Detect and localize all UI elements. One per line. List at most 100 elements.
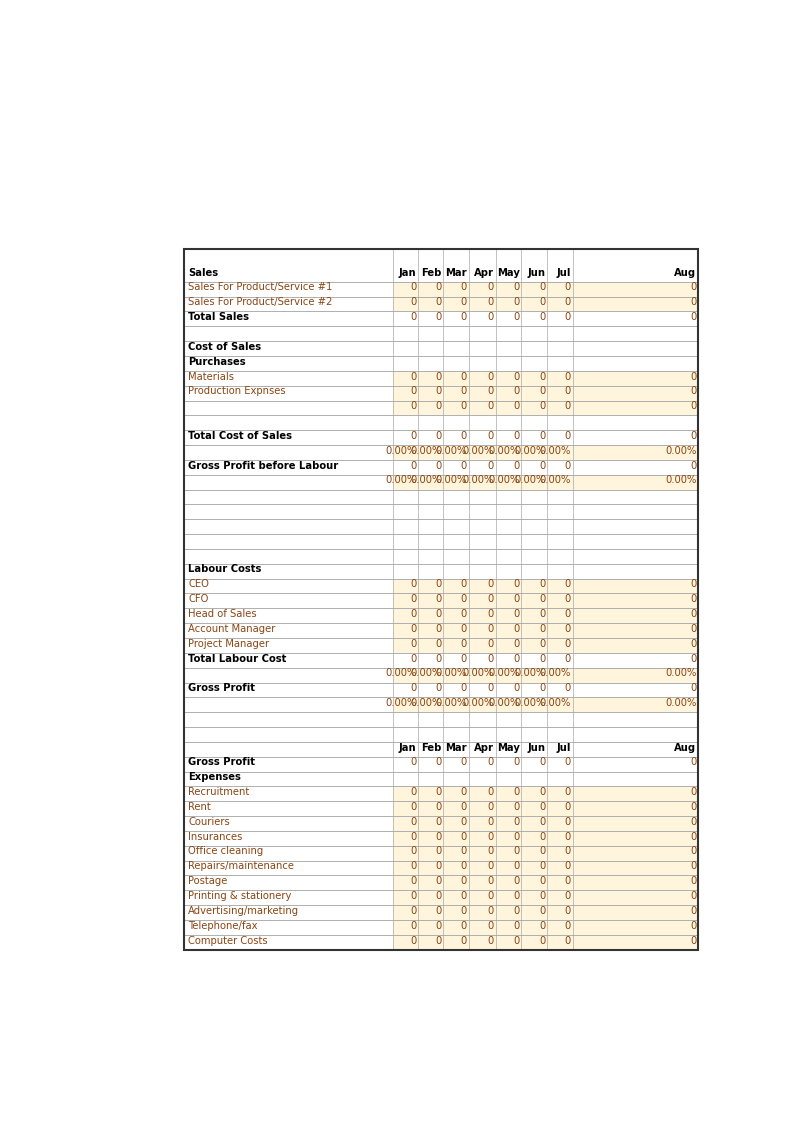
- Text: 0: 0: [539, 801, 545, 812]
- Text: 0.00%: 0.00%: [410, 446, 441, 455]
- Text: 0: 0: [436, 298, 441, 307]
- Bar: [573, 342, 698, 356]
- Bar: [573, 445, 698, 460]
- Bar: [522, 519, 547, 534]
- Bar: [468, 787, 496, 801]
- Bar: [522, 534, 547, 549]
- Bar: [393, 638, 418, 653]
- Bar: [184, 579, 393, 593]
- Bar: [418, 579, 444, 593]
- Bar: [393, 430, 418, 445]
- Bar: [496, 713, 522, 727]
- Bar: [547, 326, 573, 342]
- Bar: [468, 430, 496, 445]
- Text: 0: 0: [460, 861, 467, 871]
- Text: Total Cost of Sales: Total Cost of Sales: [188, 430, 292, 441]
- Text: Advertising/marketing: Advertising/marketing: [188, 906, 299, 916]
- Bar: [496, 727, 522, 742]
- Bar: [547, 400, 573, 416]
- Bar: [444, 342, 468, 356]
- Bar: [444, 282, 468, 297]
- Text: 0: 0: [564, 861, 571, 871]
- Text: 0: 0: [436, 653, 441, 663]
- Bar: [184, 935, 393, 950]
- Bar: [522, 876, 547, 890]
- Text: Expenses: Expenses: [188, 772, 241, 782]
- Text: 0: 0: [410, 312, 417, 323]
- Bar: [184, 876, 393, 890]
- Text: 0.00%: 0.00%: [463, 446, 494, 455]
- Text: 0: 0: [487, 817, 494, 827]
- Text: Sales For Product/Service #1: Sales For Product/Service #1: [188, 282, 332, 292]
- Text: 0: 0: [410, 846, 417, 856]
- Bar: [393, 623, 418, 638]
- Text: 0: 0: [514, 817, 520, 827]
- Bar: [444, 713, 468, 727]
- Bar: [418, 490, 444, 505]
- Bar: [184, 564, 393, 579]
- Bar: [184, 608, 393, 623]
- Bar: [468, 697, 496, 713]
- Text: Office cleaning: Office cleaning: [188, 846, 263, 856]
- Text: 0: 0: [690, 595, 696, 605]
- Text: 0: 0: [690, 817, 696, 827]
- Text: 0: 0: [487, 801, 494, 812]
- Text: 0: 0: [690, 430, 696, 441]
- Text: 0.00%: 0.00%: [385, 669, 417, 679]
- Text: 0: 0: [564, 401, 571, 411]
- Text: 0: 0: [487, 579, 494, 589]
- Text: 0.00%: 0.00%: [665, 475, 696, 486]
- Text: 0: 0: [436, 832, 441, 842]
- Text: Computer Costs: Computer Costs: [188, 935, 268, 945]
- Bar: [573, 564, 698, 579]
- Bar: [468, 326, 496, 342]
- Bar: [547, 386, 573, 400]
- Text: 0: 0: [460, 921, 467, 931]
- Text: 0: 0: [514, 832, 520, 842]
- Bar: [184, 534, 393, 549]
- Bar: [547, 682, 573, 697]
- Text: 0: 0: [460, 758, 467, 768]
- Bar: [496, 371, 522, 386]
- Bar: [418, 297, 444, 311]
- Bar: [393, 653, 418, 668]
- Text: 0: 0: [487, 891, 494, 901]
- Bar: [418, 727, 444, 742]
- Bar: [573, 386, 698, 400]
- Text: 0: 0: [487, 282, 494, 292]
- Text: 0: 0: [460, 298, 467, 307]
- Text: Materials: Materials: [188, 372, 234, 381]
- Bar: [522, 356, 547, 371]
- Text: Labour Costs: Labour Costs: [188, 564, 262, 574]
- Bar: [547, 311, 573, 326]
- Bar: [468, 297, 496, 311]
- Bar: [393, 386, 418, 400]
- Text: 0: 0: [539, 579, 545, 589]
- Bar: [184, 445, 393, 460]
- Text: Sales For Product/Service #2: Sales For Product/Service #2: [188, 298, 332, 307]
- Text: 0: 0: [539, 846, 545, 856]
- Bar: [468, 311, 496, 326]
- Bar: [496, 297, 522, 311]
- Bar: [444, 371, 468, 386]
- Text: Couriers: Couriers: [188, 817, 230, 827]
- Text: 0: 0: [564, 312, 571, 323]
- Bar: [522, 505, 547, 519]
- Bar: [418, 935, 444, 950]
- Bar: [444, 297, 468, 311]
- Bar: [522, 593, 547, 608]
- Text: 0: 0: [460, 935, 467, 945]
- Text: Feb: Feb: [421, 743, 441, 753]
- Bar: [184, 250, 393, 282]
- Bar: [468, 386, 496, 400]
- Text: 0: 0: [690, 312, 696, 323]
- Bar: [418, 816, 444, 831]
- Bar: [522, 250, 547, 282]
- Text: 0: 0: [514, 430, 520, 441]
- Bar: [496, 861, 522, 876]
- Bar: [444, 356, 468, 371]
- Text: 0: 0: [410, 861, 417, 871]
- Text: Gross Profit: Gross Profit: [188, 758, 255, 768]
- Text: 0: 0: [539, 817, 545, 827]
- Bar: [393, 490, 418, 505]
